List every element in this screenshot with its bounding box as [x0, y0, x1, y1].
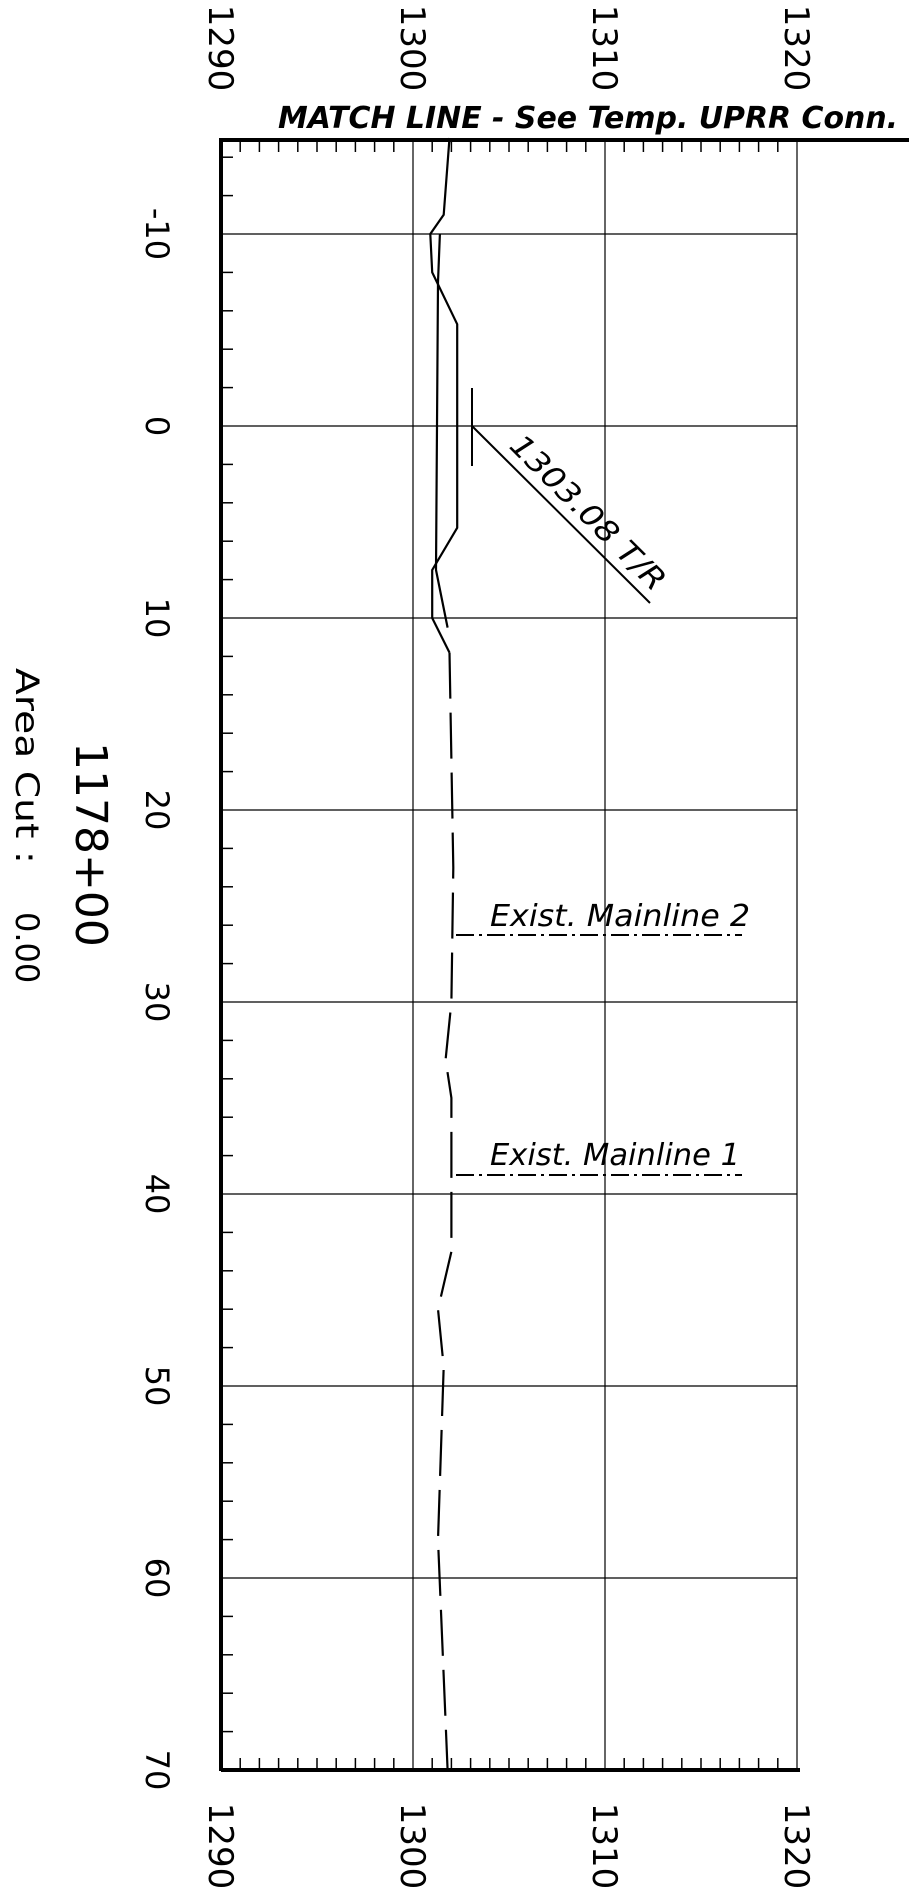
- elevation-label-bottom: 1320: [776, 1803, 816, 1890]
- offset-label: 40: [138, 1174, 176, 1215]
- station-label: 1178+00: [65, 742, 116, 947]
- elevation-gridlines: [412, 140, 798, 1770]
- elevation-label-bottom: 1290: [200, 1803, 240, 1890]
- offset-label: 20: [138, 790, 176, 831]
- match-line-text: MATCH LINE - See Temp. UPRR Conn.: [278, 101, 898, 136]
- offset-label: 30: [138, 982, 176, 1023]
- elevation-labels-bottom: 1290 1300 1310 1320: [200, 1803, 816, 1890]
- offset-label: 70: [138, 1750, 176, 1791]
- offset-label: -10: [138, 208, 176, 260]
- elevation-labels-top: 1290 1300 1310 1320: [200, 5, 816, 92]
- area-cut-label: Area Cut :: [8, 668, 46, 864]
- profile-line-2: [434, 233, 449, 628]
- profile-line-3: [436, 652, 455, 1771]
- tr-callout-leader: [471, 425, 651, 604]
- offset-labels: -10 0 10 20 30 40 50 60 70: [138, 208, 176, 1790]
- mainline-2-label: Exist. Mainline 2: [490, 899, 750, 934]
- profile-line-1: [429, 137, 459, 654]
- mainline-1-label: Exist. Mainline 1: [490, 1138, 740, 1173]
- offset-label: 10: [138, 598, 176, 639]
- offset-label: 60: [138, 1558, 176, 1599]
- offset-label: 50: [138, 1366, 176, 1407]
- elevation-label-top: 1320: [776, 5, 816, 92]
- offset-label: 0: [138, 416, 176, 436]
- elevation-label-bottom: 1300: [392, 1803, 432, 1890]
- tr-callout-label: 1303.08 T/R: [502, 428, 672, 598]
- offset-gridlines: [221, 233, 797, 1579]
- elevation-label-top: 1290: [200, 5, 240, 92]
- elevation-label-top: 1310: [584, 5, 624, 92]
- area-cut-value: 0.00: [8, 912, 46, 983]
- ground-profiles: [429, 137, 459, 1771]
- minor-ticks: [221, 140, 779, 1770]
- elevation-label-bottom: 1310: [584, 1803, 624, 1890]
- elevation-label-top: 1300: [392, 5, 432, 92]
